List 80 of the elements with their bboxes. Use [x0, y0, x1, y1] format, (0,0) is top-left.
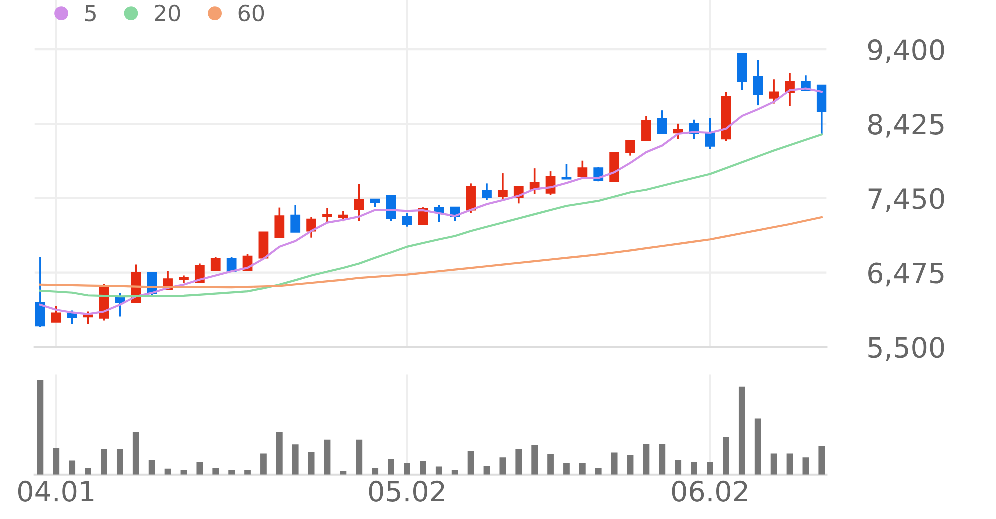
- bar: [675, 460, 682, 475]
- bar: [611, 452, 618, 475]
- bar: [468, 451, 474, 475]
- legend-label: 60: [238, 4, 264, 22]
- candlestick: [210, 256, 221, 272]
- bar: [548, 454, 554, 475]
- candlestick: [322, 207, 332, 224]
- bar: [436, 466, 442, 475]
- y-tick-label: 6,475: [868, 262, 944, 287]
- candlestick: [338, 210, 348, 222]
- bar: [53, 448, 60, 475]
- bar: [516, 449, 522, 475]
- bar: [595, 468, 602, 475]
- bar: [85, 468, 92, 475]
- candlestick: [562, 163, 572, 180]
- bar: [691, 462, 698, 475]
- bar: [356, 440, 363, 475]
- candlestick: [466, 182, 476, 214]
- bar: [196, 462, 204, 475]
- y-tick-label: 8,425: [868, 114, 944, 138]
- candlestick: [51, 305, 62, 324]
- bar: [786, 454, 794, 475]
- bar: [802, 458, 810, 475]
- bar: [707, 462, 714, 475]
- bar: [532, 445, 538, 475]
- bar: [228, 470, 236, 475]
- bar: [388, 459, 394, 475]
- bar: [500, 458, 506, 475]
- candlestick: [626, 140, 636, 157]
- candlestick: [642, 115, 652, 142]
- candlestick: [274, 206, 285, 238]
- candlestick: [306, 216, 316, 239]
- bar: [69, 460, 76, 475]
- legend-label: 20: [155, 4, 180, 22]
- candlestick: [434, 204, 444, 224]
- bar: [452, 470, 458, 475]
- bar: [37, 380, 44, 475]
- candlestick: [290, 204, 301, 234]
- bar: [212, 468, 220, 475]
- y-tick-label: 9,400: [868, 40, 944, 64]
- bar: [627, 455, 634, 475]
- bar: [818, 446, 826, 475]
- bar: [292, 444, 299, 475]
- x-tick-label: 06.02: [672, 480, 748, 502]
- bar: [372, 468, 379, 475]
- candlestick: [578, 160, 588, 178]
- y-tick-label: 5,500: [868, 337, 944, 361]
- bar: [244, 470, 251, 475]
- bar: [276, 432, 283, 475]
- candlestick: [657, 110, 668, 135]
- bar: [723, 437, 730, 475]
- x-tick-label: 04.01: [18, 480, 94, 502]
- bar: [404, 464, 410, 475]
- legend-label: 5: [85, 5, 96, 22]
- bar: [643, 444, 650, 475]
- x-tick-label: 05.02: [369, 480, 444, 502]
- bar: [564, 464, 570, 475]
- bar: [116, 449, 124, 475]
- bar: [659, 444, 666, 475]
- candlestick: [769, 78, 779, 105]
- bar: [754, 418, 762, 475]
- candlestick: [673, 123, 684, 140]
- bar: [308, 452, 315, 475]
- y-tick-label: 7,450: [868, 188, 944, 212]
- candlestick: [354, 183, 364, 222]
- bar: [132, 432, 140, 475]
- bar: [260, 454, 267, 475]
- bar: [101, 449, 108, 475]
- candlestick: [482, 182, 492, 202]
- candlestick: [498, 172, 508, 201]
- bar: [148, 460, 156, 475]
- candlestick: [226, 256, 237, 272]
- candlestick: [36, 256, 46, 328]
- bar: [324, 440, 331, 475]
- candlestick: [753, 59, 764, 106]
- bar: [738, 386, 746, 475]
- bar: [770, 454, 778, 475]
- candlestick: [402, 212, 412, 228]
- bar: [579, 462, 586, 475]
- bar: [420, 461, 426, 475]
